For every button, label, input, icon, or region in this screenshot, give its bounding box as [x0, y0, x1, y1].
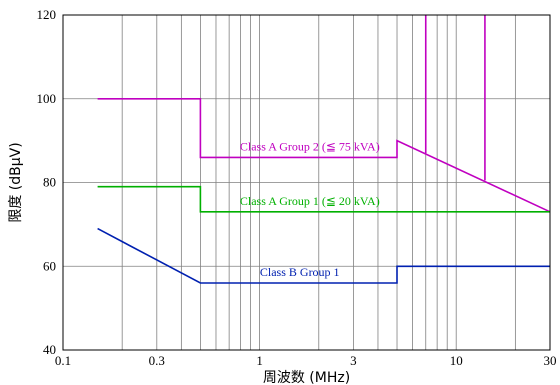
y-tick-label: 120	[37, 7, 57, 22]
series-line-1	[97, 98, 551, 213]
series-labels: Class A Group 2 (≦ 75 kVA) Class A Group …	[240, 139, 380, 279]
y-tick-label: 80	[43, 175, 56, 190]
x-tick-labels: 0.1 0.3 1 3 10 30	[55, 353, 557, 368]
y-tick-labels: 40 60 80 100 120	[37, 7, 57, 357]
y-tick-label: 100	[37, 91, 57, 106]
x-tick-label: 1	[256, 353, 263, 368]
x-tick-label: 30	[544, 353, 557, 368]
series-line-3	[97, 227, 550, 284]
series-label: Class B Group 1	[260, 265, 340, 279]
series-line-2	[97, 185, 550, 213]
series-lines	[97, 15, 551, 284]
plot-frame	[62, 14, 551, 351]
series-label: Class A Group 1 (≦ 20 kVA)	[240, 194, 380, 208]
x-axis-title: 周波数 (MHz)	[263, 370, 350, 385]
x-tick-label: 3	[350, 353, 357, 368]
x-tick-label: 0.3	[149, 353, 165, 368]
y-axis-title: 限度 (dBμV)	[8, 142, 24, 222]
grid	[63, 15, 550, 350]
y-tick-label: 60	[43, 258, 56, 273]
y-tick-label: 40	[43, 342, 56, 357]
series-label: Class A Group 2 (≦ 75 kVA)	[240, 139, 380, 153]
x-tick-label: 0.1	[55, 353, 71, 368]
x-tick-label: 10	[450, 353, 463, 368]
